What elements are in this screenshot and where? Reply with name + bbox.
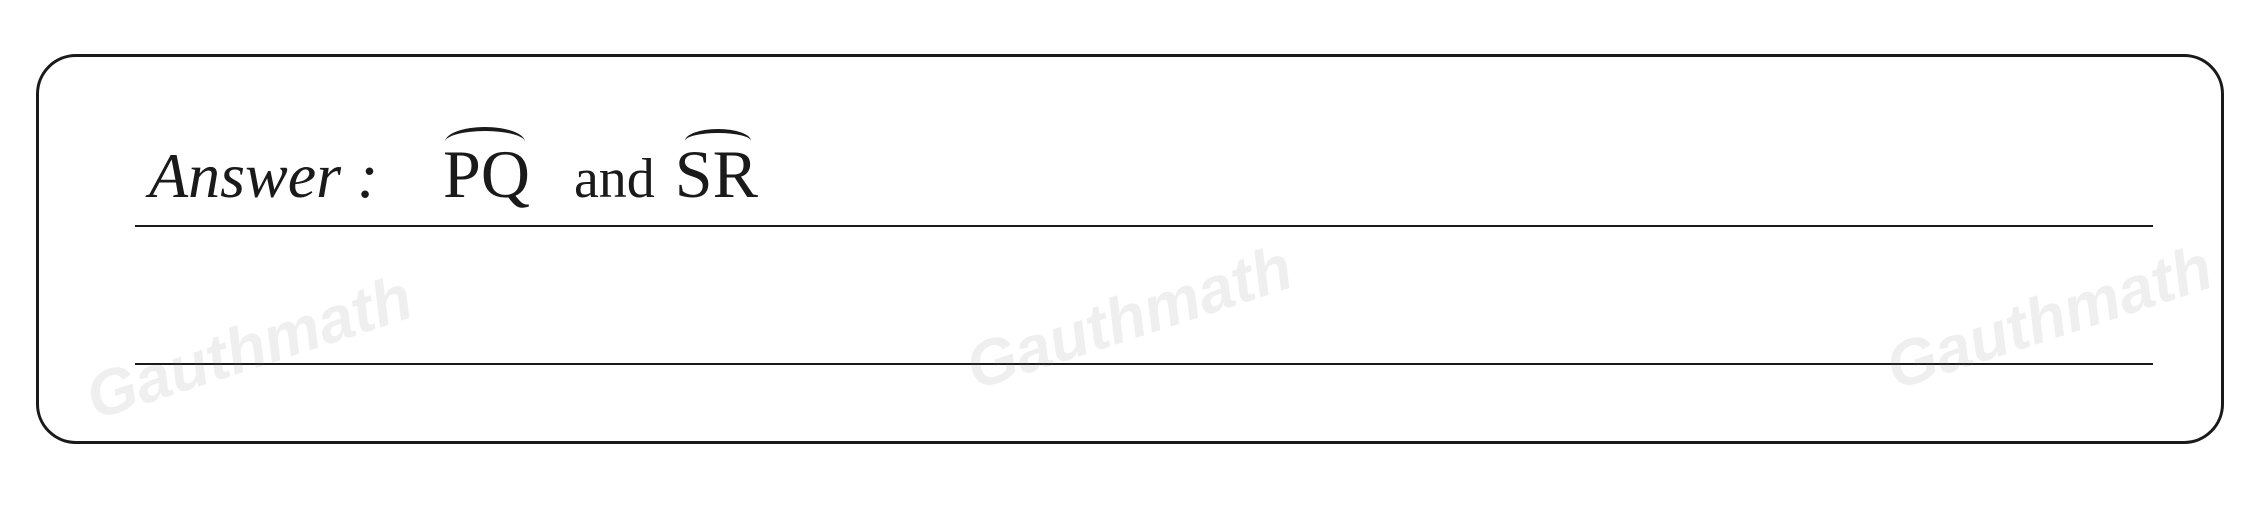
rule-line-1 (135, 225, 2153, 227)
answer-content: PQ and SR (443, 135, 758, 214)
arc-pq: PQ (443, 135, 530, 214)
conjunction: and (574, 147, 655, 211)
arc-sr: SR (675, 135, 758, 214)
answer-box: Answer : PQ and SR (36, 54, 2224, 444)
rule-line-2 (135, 363, 2153, 365)
answer-label: Answer : (149, 139, 378, 213)
